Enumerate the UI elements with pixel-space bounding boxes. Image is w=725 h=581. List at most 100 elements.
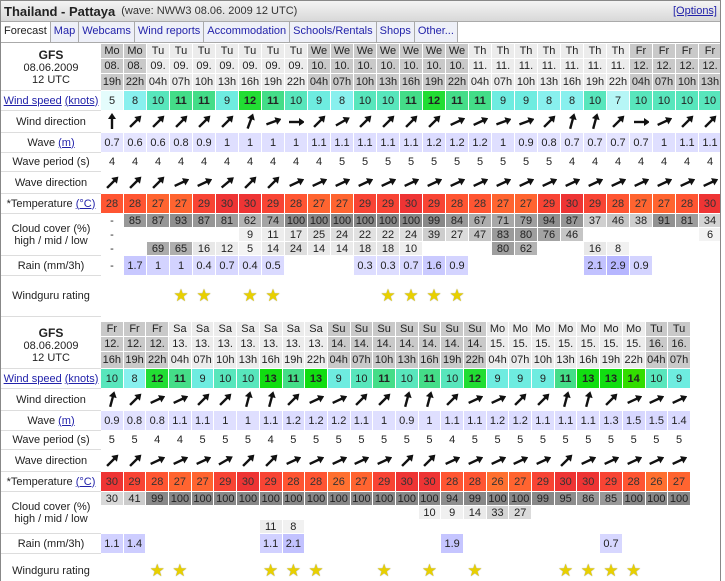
wave-direction-arrow-icon [440, 449, 464, 472]
wave-period-cell: 5 [553, 430, 578, 450]
options-link[interactable]: [Options] [672, 5, 717, 17]
rain-label: Rain (mm/3h) [1, 533, 101, 554]
knots-unit-link[interactable]: (knots) [64, 94, 99, 107]
tab-schools-rentals[interactable]: Schools/Rentals [290, 22, 377, 42]
tab-wind-reports[interactable]: Wind reports [134, 22, 205, 42]
wind-direction-arrow-icon [238, 110, 262, 133]
wind-speed-cell: 10 [698, 90, 720, 111]
cloud-mid-cell [304, 505, 328, 520]
temperature-cell: 29 [261, 193, 285, 214]
rain-cell [560, 255, 584, 276]
forecast-day: Mo [123, 43, 147, 59]
star-icon: ★ [173, 286, 189, 305]
forecast-hour: 10h [675, 73, 699, 91]
wave-direction-arrow-icon [215, 171, 239, 194]
temp-unit-link[interactable]: (°C) [75, 475, 96, 488]
forecast-day: Mo [508, 321, 533, 337]
star-icon: ★ [603, 561, 619, 580]
cloud-low-cell [485, 519, 510, 534]
wave-direction-arrow-icon [236, 449, 260, 472]
temperature-cell: 29 [258, 471, 283, 492]
temperature-cell: 28 [621, 471, 646, 492]
header-row-hours: 19h 22h 04h 07h 10h 13h 16h 19h 22h 04h 07h 10h 13h 1… [2, 73, 720, 91]
tab-webcams[interactable]: Webcams [79, 22, 135, 42]
wave-height-cell: 1 [417, 410, 442, 431]
wave-text: Wave [27, 414, 56, 427]
forecast-day: Tu [261, 43, 285, 59]
rating-cell: ★ [599, 553, 623, 581]
knots-unit-link[interactable]: (knots) [64, 372, 99, 385]
wave-direction-arrow-icon [508, 449, 533, 472]
temperature-cell: 27 [330, 193, 354, 214]
wave-unit-link[interactable]: (m) [58, 414, 75, 427]
wave-period-cell: 4 [261, 152, 285, 172]
temperature-cell: 29 [213, 471, 238, 492]
rating-cell: ★ [281, 553, 306, 581]
forecast-hour: 19h [583, 73, 607, 91]
rating-cell [491, 275, 515, 317]
cloud-high-cell: 99 [145, 491, 170, 506]
forecast-hour: 19h [261, 73, 285, 91]
wave-period-cell: 5 [376, 152, 400, 172]
wind-speed-cell: 9 [508, 368, 533, 389]
cloud-high-cell: 100 [284, 213, 308, 228]
wind-direction-arrow-icon [123, 110, 147, 133]
tab-accommodation[interactable]: Accommodation [204, 22, 291, 42]
wind-direction-arrow-icon [372, 388, 396, 411]
tab-forecast[interactable]: Forecast [1, 22, 51, 42]
temperature-cell: 27 [146, 193, 170, 214]
cloud-low-cell [349, 519, 374, 534]
rain-cell: 0.9 [629, 255, 653, 276]
rating-cell [236, 553, 260, 581]
wave-direction-text: Wave direction [14, 454, 88, 467]
tab-map[interactable]: Map [50, 22, 80, 42]
cloud-levels-text: high / mid / low [14, 234, 88, 247]
header-row-hours: 16h 19h 22h 04h 07h 10h 13h 16h 19h 22h 04h 07h 10h 1… [2, 351, 691, 369]
forecast-date: 13. [304, 336, 328, 352]
forecast-date: 10. [445, 58, 469, 74]
temperature-cell: 29 [599, 471, 623, 492]
forecast-hour: 19h [122, 351, 147, 369]
wind-direction-arrow-icon [508, 388, 533, 411]
temperature-cell: 28 [284, 193, 308, 214]
forecast-date: 10. [422, 58, 446, 74]
temperature-cell: 26 [326, 471, 351, 492]
tab-other[interactable]: Other... [414, 22, 458, 42]
wave-unit-link[interactable]: (m) [58, 136, 75, 149]
forecast-date: 09. [215, 58, 239, 74]
wave-height-cell: 1.2 [485, 410, 510, 431]
cloud-high-cell: 74 [261, 213, 285, 228]
forecast-hour: 22h [304, 351, 328, 369]
cloud-mid-cell: 47 [468, 227, 492, 242]
wave-period-cell: 4 [583, 152, 607, 172]
temperature-cell: 30 [553, 471, 578, 492]
wind-speed-link[interactable]: Wind speed [3, 94, 62, 107]
rating-cell [644, 553, 669, 581]
rating-cell: ★ [192, 275, 216, 317]
wind-speed-link[interactable]: Wind speed [3, 372, 62, 385]
wave-period-cell: 4 [169, 152, 193, 172]
rain-text: Rain (mm/3h) [17, 537, 85, 550]
forecast-date: 13. [281, 336, 306, 352]
rain-cell: 2.9 [606, 255, 630, 276]
tab-shops[interactable]: Shops [376, 22, 415, 42]
wind-direction-arrow-icon [192, 110, 216, 133]
cloud-low-row: 11 8 [2, 519, 691, 534]
wave-height-cell: 0.7 [606, 132, 630, 153]
wave-height-cell: 1.1 [440, 410, 464, 431]
cloud-low-cell: 5 [238, 241, 262, 256]
rain-cell [514, 255, 538, 276]
cloud-low-cell [372, 519, 396, 534]
temperature-cell: 28 [468, 193, 492, 214]
wave-direction-label: Wave direction [1, 449, 101, 472]
rain-cell: 0.4 [238, 255, 262, 276]
temp-unit-link[interactable]: (°C) [75, 197, 96, 210]
wave-height-cell: 1.1 [307, 132, 331, 153]
wind-speed-cell: 10 [349, 368, 374, 389]
cloud-mid-cell: 76 [537, 227, 561, 242]
wave-direction-arrow-icon [667, 449, 691, 472]
forecast-day: Sa [213, 321, 238, 337]
wave-height-cell: 1 [236, 410, 260, 431]
rain-label: Rain (mm/3h) [1, 255, 101, 276]
temperature-cell: 27 [307, 193, 331, 214]
